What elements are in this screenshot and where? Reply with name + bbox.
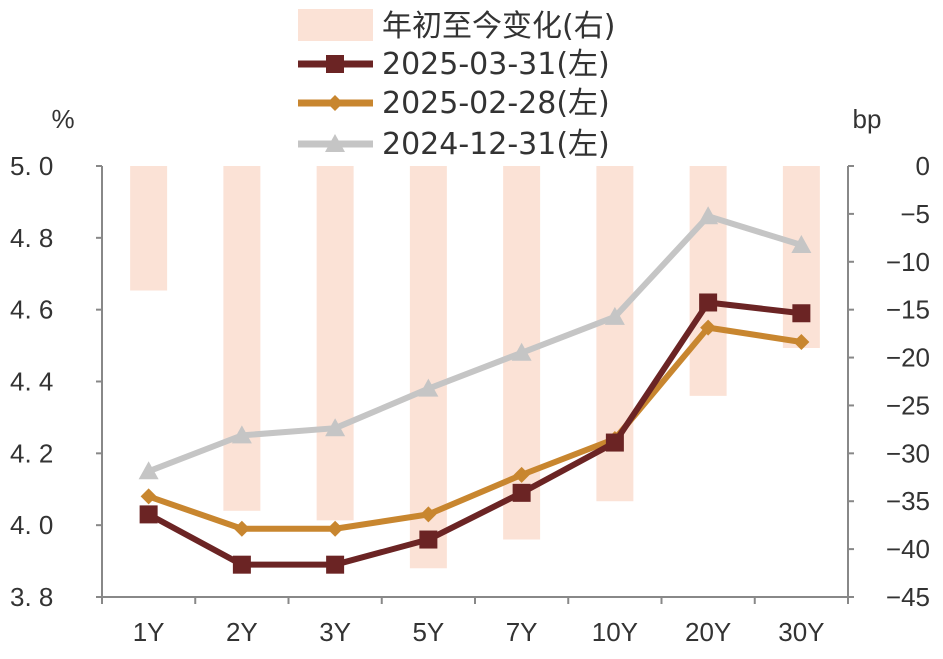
bar-5Y [409,166,447,569]
left-tick-label: 4. 8 [10,223,53,253]
series-1-point [420,506,437,523]
series-2-point [325,418,346,437]
series-1-point [793,333,810,350]
legend: 年初至今变化(右)2025-03-31(左) 2025-02-28(左) 2024-… [298,9,615,162]
series-1-point [233,520,250,537]
series-2-point [791,235,812,254]
series-2-point [604,306,625,325]
left-tick-label: 4. 6 [10,295,53,325]
series-1-point [700,319,717,336]
left-tick-label: 3. 8 [10,582,53,612]
series-1-point [327,520,344,537]
series-2-point [138,461,159,480]
left-tick-label: 5. 0 [10,151,53,181]
left-unit-label: % [51,104,74,134]
bar-20Y [689,166,727,396]
bar-2Y [223,166,261,511]
legend-label-bars: 年初至今变化(右) [382,9,615,44]
x-tick-label: 10Y [592,617,638,647]
series-2-point [511,342,532,361]
series-0-point [792,304,811,323]
series-line-2 [147,213,803,475]
x-tick-label: 3Y [319,617,351,647]
right-tick-label: −35 [886,486,930,516]
series-line-0 [147,299,802,568]
legend-marker-0 [326,55,344,73]
series-0-point [419,530,438,549]
legend-label-1: 2025-02-28(左) [382,86,610,121]
right-tick-label: −30 [886,438,930,468]
right-tick-label: −25 [886,390,930,420]
series-0-point [605,433,624,452]
series-2-point [231,425,252,444]
right-tick-label: −10 [886,247,930,277]
series-1-point [140,488,157,505]
right-tick-label: −20 [886,343,930,373]
right-tick-label: −45 [886,582,930,612]
series-0-point [139,505,158,524]
right-tick-label: 0 [916,151,930,181]
x-tick-label: 1Y [133,617,165,647]
lines-layer [138,206,812,574]
left-tick-label: 4. 0 [10,510,53,540]
series-0-point [326,555,345,574]
right-tick-label: −40 [886,534,930,564]
left-tick-label: 4. 4 [10,367,53,397]
legend-label-2: 2024-12-31(左) [382,127,610,162]
bars-layer [130,166,820,569]
left-tick-label: 4. 2 [10,438,53,468]
legend-marker-1 [327,95,343,111]
legend-marker-2 [325,134,345,152]
right-tick-label: −5 [900,199,930,229]
x-tick-label: 7Y [506,617,538,647]
axes-layer: 5. 0 4. 8 4. 6 4. 4 4. 2 4. 0 3. 8 0 −5 −10 −15 −20… [10,104,930,647]
series-2-point [698,206,719,225]
legend-label-0: 2025-03-31(左) [382,47,610,82]
x-tick-label: 30Y [778,617,824,647]
bar-1Y [130,166,168,291]
bar-3Y [316,166,354,521]
series-1-point [513,466,530,483]
x-tick-label: 5Y [412,617,444,647]
x-tick-label: 2Y [226,617,258,647]
series-0-point [512,483,531,502]
right-unit-label: bp [853,104,882,134]
series-0-point [232,555,251,574]
legend-swatch-bars [298,9,373,41]
series-line-1 [147,324,802,532]
series-0-point [699,293,718,312]
x-tick-label: 20Y [685,617,731,647]
series-2-point [418,378,439,397]
right-tick-label: −15 [886,295,930,325]
